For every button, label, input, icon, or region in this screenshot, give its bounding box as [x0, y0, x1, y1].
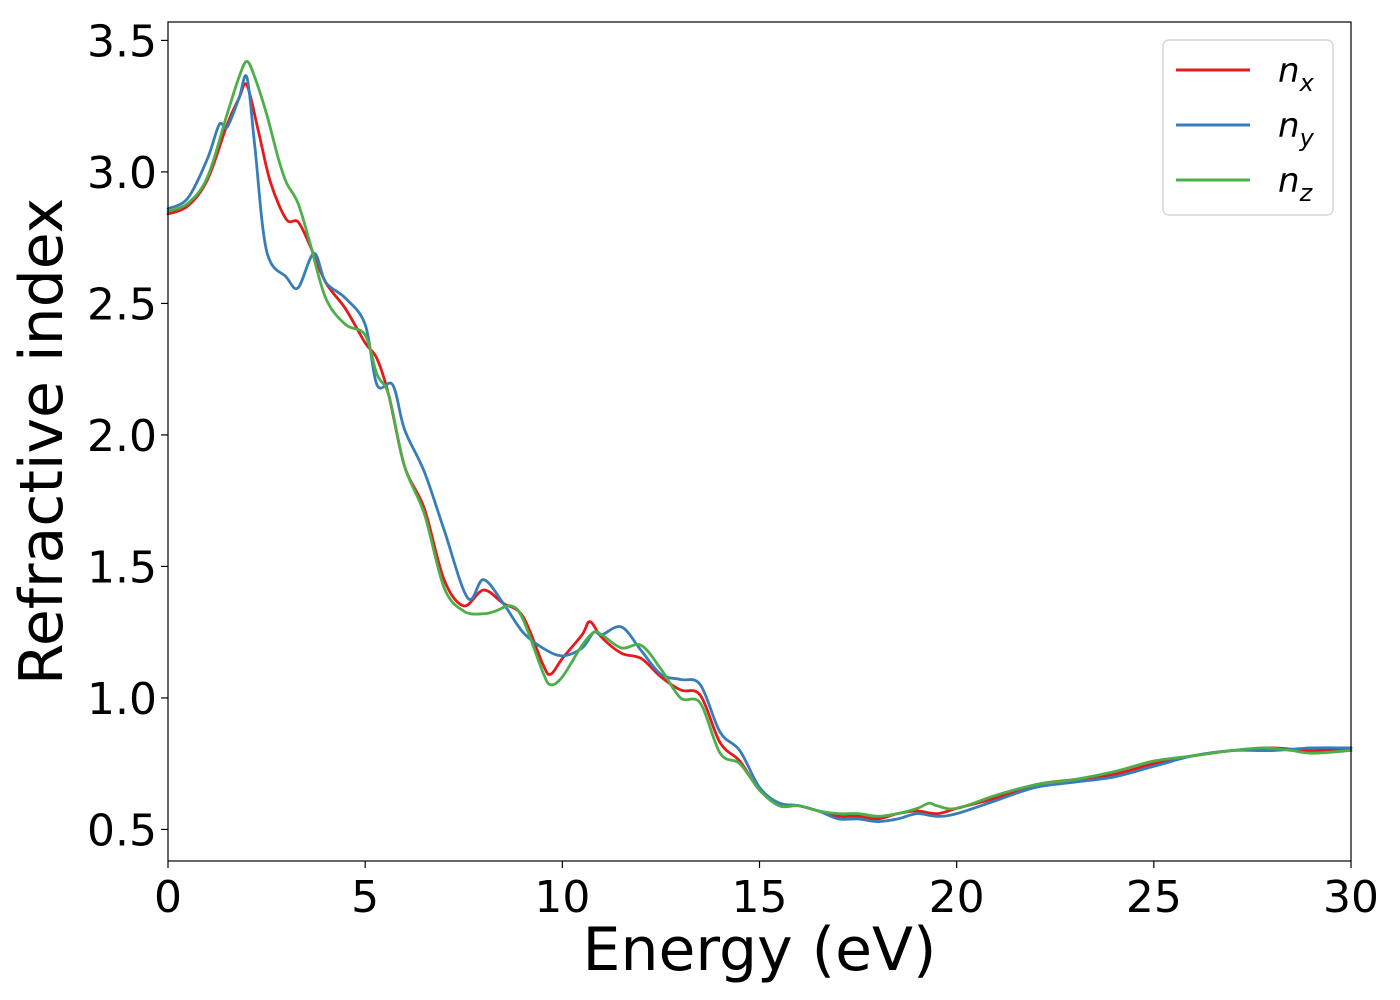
- y-axis: 0.5 1.0 1.5 2.0 2.5 3.0 3.5: [87, 16, 168, 856]
- y-tick-label: 0.5: [87, 805, 157, 856]
- y-tick-label: 1.5: [87, 542, 157, 593]
- y-tick-label: 2.5: [87, 279, 157, 330]
- plot-background: [168, 22, 1351, 861]
- y-tick-label: 2.0: [87, 411, 157, 462]
- series-layer: [166, 60, 1353, 823]
- y-tick-label: 3.5: [87, 16, 157, 67]
- x-tick-label: 10: [534, 872, 590, 923]
- x-tick-label: 20: [929, 872, 985, 923]
- x-tick-label: 15: [732, 872, 788, 923]
- y-tick-label: 1.0: [87, 674, 157, 725]
- x-tick-label: 0: [154, 872, 182, 923]
- x-axis-title: Energy (eV): [583, 915, 937, 985]
- y-axis-title: Refractive index: [7, 198, 77, 685]
- x-tick-label: 5: [351, 872, 379, 923]
- x-axis: 0 5 10 15 20 25 30: [154, 861, 1379, 923]
- legend-box: [1162, 39, 1334, 216]
- series-line-nz: [166, 60, 1353, 818]
- x-tick-label: 25: [1126, 872, 1182, 923]
- y-tick-label: 3.0: [87, 148, 157, 199]
- x-tick-label: 30: [1323, 872, 1379, 923]
- series-line-nx: [166, 82, 1353, 821]
